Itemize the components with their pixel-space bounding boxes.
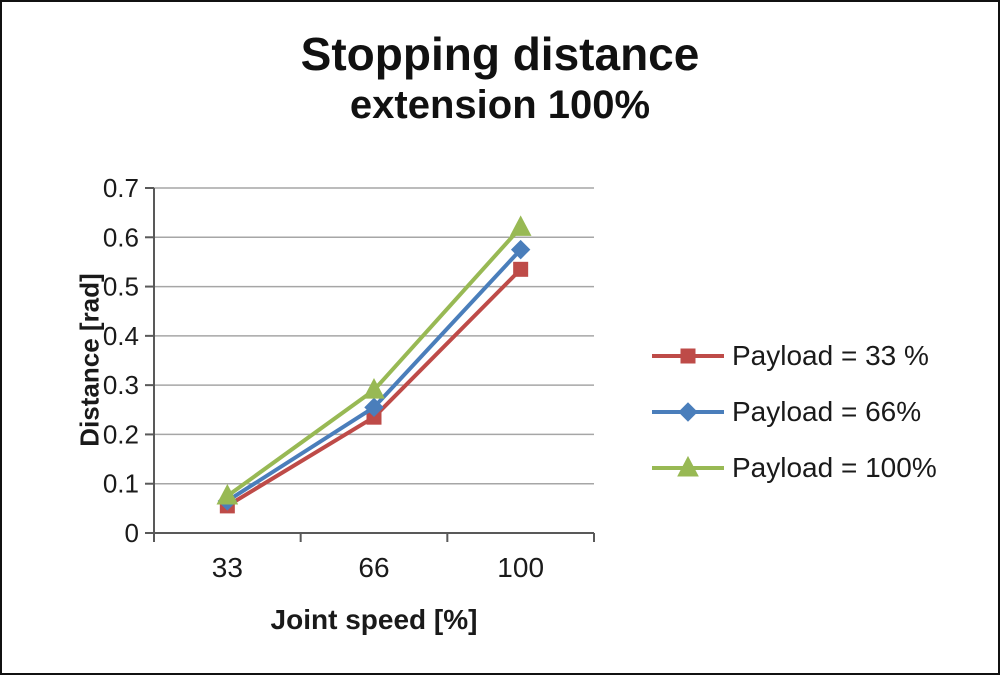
chart-title-line2: extension 100% bbox=[349, 82, 651, 127]
legend-marker-diamond-icon bbox=[652, 402, 724, 422]
legend-item: Payload = 66% bbox=[650, 396, 937, 428]
y-tick-label: 0.3 bbox=[103, 370, 139, 400]
legend-item: Payload = 100% bbox=[650, 452, 937, 484]
legend-label: Payload = 100% bbox=[732, 452, 937, 483]
y-tick-label: 0.6 bbox=[103, 222, 139, 252]
data-point-triangle-icon bbox=[216, 483, 239, 505]
x-tick-label: 66 bbox=[358, 552, 389, 583]
y-tick-label: 0.1 bbox=[103, 469, 139, 499]
data-point-diamond-icon bbox=[364, 397, 384, 418]
legend-item: Payload = 33 % bbox=[650, 340, 937, 372]
data-point-diamond-icon bbox=[678, 402, 698, 422]
y-tick-label: 0.5 bbox=[103, 272, 139, 302]
legend-marker-square-icon bbox=[652, 348, 724, 364]
y-tick-label: 0.2 bbox=[103, 419, 139, 449]
series-line bbox=[225, 225, 523, 499]
x-tick-label: 33 bbox=[212, 552, 243, 583]
data-point-triangle-icon bbox=[363, 377, 385, 399]
y-tick-label: 0.7 bbox=[103, 173, 139, 203]
y-tick-label: 0 bbox=[125, 518, 139, 548]
legend-label: Payload = 33 % bbox=[732, 340, 929, 371]
y-axis-title: Distance [rad] bbox=[74, 273, 105, 447]
y-tick-label: 0.4 bbox=[103, 321, 139, 351]
data-point-square-icon bbox=[680, 348, 696, 364]
data-point-diamond-icon bbox=[510, 239, 531, 260]
legend-label: Payload = 66% bbox=[732, 396, 922, 427]
legend: Payload = 33 % Payload = 66% Payload = 1… bbox=[650, 340, 937, 484]
x-tick-label: 100 bbox=[497, 552, 544, 583]
legend-marker-triangle-icon bbox=[652, 455, 724, 477]
chart-title-line1: Stopping distance bbox=[300, 28, 700, 80]
x-axis-title: Joint speed [%] bbox=[270, 604, 478, 635]
data-point-triangle-icon bbox=[677, 455, 699, 477]
data-point-square-icon bbox=[513, 261, 529, 277]
chart-title: Stopping distance extension 100% bbox=[2, 28, 998, 129]
data-point-triangle-icon bbox=[509, 215, 532, 236]
